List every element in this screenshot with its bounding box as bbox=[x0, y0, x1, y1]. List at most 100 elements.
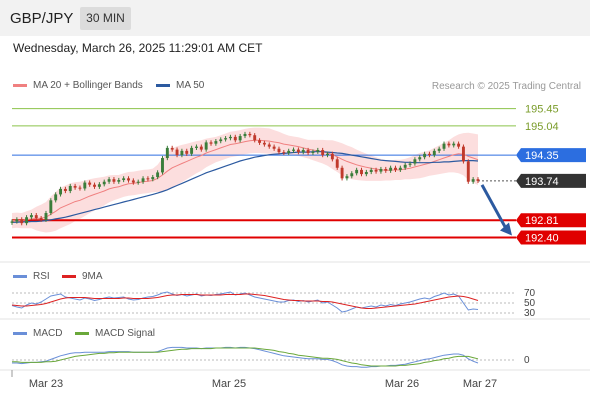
candle bbox=[146, 176, 150, 182]
rsi-line bbox=[11, 291, 479, 313]
candle bbox=[122, 176, 126, 183]
candle bbox=[384, 166, 388, 173]
candle bbox=[248, 131, 252, 138]
candle bbox=[20, 217, 24, 226]
candle-body bbox=[195, 146, 198, 148]
candle-body bbox=[466, 161, 470, 182]
candle bbox=[180, 148, 184, 158]
symbol-label: GBP/JPY bbox=[10, 10, 74, 27]
candle-body bbox=[34, 215, 38, 219]
candle-body bbox=[423, 153, 427, 158]
candle bbox=[93, 182, 96, 189]
candle-body bbox=[199, 146, 203, 150]
candle bbox=[34, 213, 38, 221]
last-level-badge bbox=[516, 173, 586, 188]
macd-swatch bbox=[13, 332, 27, 335]
ma20-swatch bbox=[13, 84, 27, 87]
candle-body bbox=[25, 217, 29, 224]
candle-body bbox=[457, 143, 461, 147]
candle-body bbox=[248, 133, 252, 136]
candle bbox=[457, 141, 461, 149]
candle-body bbox=[452, 143, 456, 146]
candle-body bbox=[296, 149, 300, 153]
candle-body bbox=[306, 150, 310, 153]
candle bbox=[311, 149, 315, 156]
bollinger-band bbox=[12, 127, 478, 233]
candle-body bbox=[476, 179, 480, 181]
candle-body bbox=[316, 150, 320, 152]
candle-body bbox=[287, 150, 291, 153]
legend-9ma-label: 9MA bbox=[82, 271, 103, 282]
candle-body bbox=[340, 167, 344, 179]
candle-body bbox=[272, 146, 276, 149]
candle bbox=[209, 140, 213, 146]
candle bbox=[190, 145, 194, 156]
candle-body bbox=[233, 136, 237, 141]
candle bbox=[321, 147, 325, 158]
datetime-label: Wednesday, March 26, 2025 11:29:01 AM CE… bbox=[13, 41, 263, 55]
candle bbox=[141, 176, 145, 184]
r2-level-label: 195.45 bbox=[525, 104, 559, 116]
candle bbox=[461, 144, 465, 164]
forecast-arrow-shaft bbox=[480, 184, 508, 230]
candle bbox=[39, 215, 43, 222]
bollinger-band-area bbox=[12, 127, 478, 233]
candle-body bbox=[282, 152, 286, 154]
candle-body bbox=[267, 144, 271, 147]
candle bbox=[471, 177, 475, 184]
candle-body bbox=[102, 181, 106, 185]
macd-signal-swatch bbox=[75, 332, 89, 335]
rsi-9ma-line bbox=[11, 293, 479, 309]
macd-line bbox=[12, 346, 479, 368]
candle bbox=[423, 151, 427, 160]
candle-body bbox=[413, 159, 417, 164]
candle-body bbox=[292, 149, 295, 151]
candle bbox=[102, 179, 106, 187]
candle bbox=[204, 140, 208, 152]
candle-body bbox=[321, 150, 325, 156]
legend-macd: MACD bbox=[13, 328, 62, 339]
timeframe-button[interactable]: 30 MIN bbox=[80, 7, 131, 30]
candle-body bbox=[190, 147, 194, 154]
legend-ma20: MA 20 + Bollinger Bands bbox=[13, 80, 143, 91]
candle-body bbox=[39, 218, 43, 220]
forecast-arrow bbox=[480, 184, 512, 236]
pivot-level-badge bbox=[516, 148, 586, 163]
candle bbox=[238, 133, 242, 143]
ma50-swatch bbox=[156, 84, 170, 87]
candle bbox=[452, 141, 456, 148]
forecast-arrow-head bbox=[500, 222, 512, 236]
candle bbox=[379, 166, 383, 174]
candle-body bbox=[63, 188, 67, 192]
candle-body bbox=[437, 148, 441, 151]
candle-body bbox=[384, 169, 388, 171]
legend-macd-signal-label: MACD Signal bbox=[95, 328, 156, 339]
candle-body bbox=[15, 219, 19, 222]
legend-macd-signal: MACD Signal bbox=[75, 328, 155, 339]
candle-body bbox=[93, 184, 96, 187]
candle-body bbox=[350, 173, 354, 177]
x-tick-label: Mar 27 bbox=[463, 378, 497, 390]
candle-body bbox=[59, 188, 62, 195]
candle-body bbox=[432, 150, 436, 156]
candle-body bbox=[88, 182, 92, 185]
s2-level-label: 192.40 bbox=[525, 233, 559, 245]
candle-body bbox=[243, 133, 247, 137]
candle-body bbox=[107, 179, 111, 182]
candle bbox=[161, 155, 164, 175]
candle bbox=[156, 170, 160, 180]
candle-body bbox=[379, 169, 383, 172]
candle-body bbox=[170, 147, 174, 150]
s1-level-badge bbox=[516, 213, 586, 228]
candle-body bbox=[369, 169, 373, 172]
x-axis: Mar 23 Mar 25 Mar 26 Mar 27 bbox=[0, 261, 590, 390]
candlesticks bbox=[10, 131, 480, 226]
candle bbox=[15, 217, 19, 224]
candle bbox=[301, 147, 305, 155]
candle-body bbox=[428, 153, 431, 156]
candle bbox=[374, 167, 378, 174]
candle bbox=[306, 147, 310, 156]
s2-level-badge bbox=[516, 230, 586, 245]
